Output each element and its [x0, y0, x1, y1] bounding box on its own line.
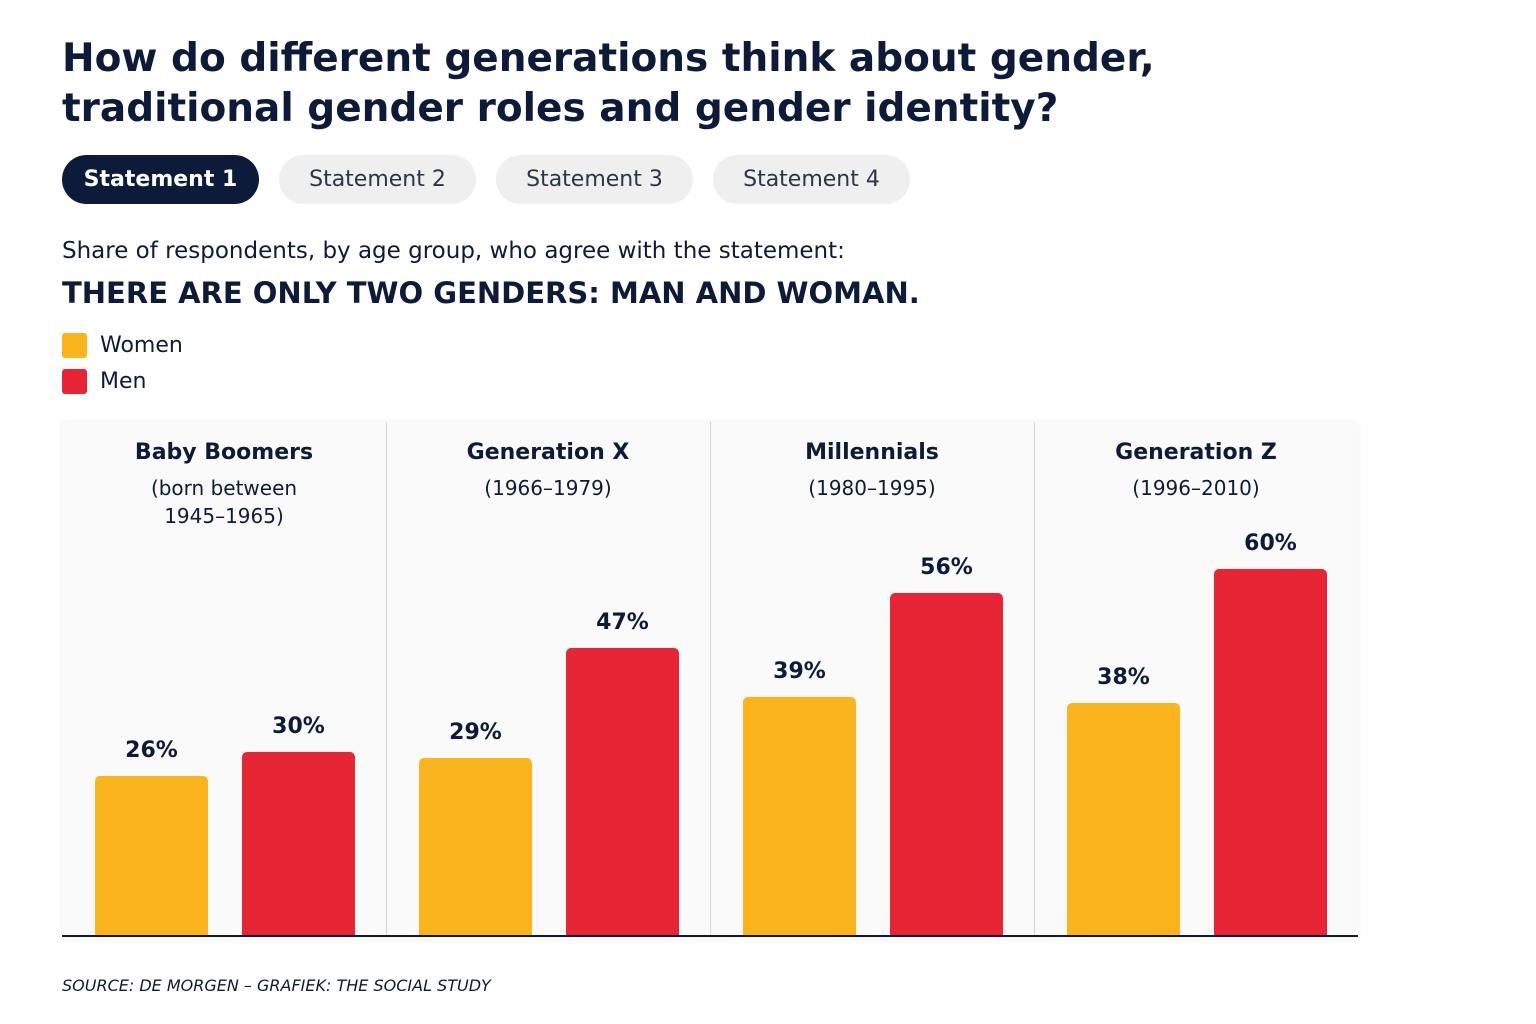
- divider: [386, 422, 387, 935]
- value-label: 29%: [449, 720, 502, 746]
- legend-label: Men: [100, 369, 147, 394]
- category-group: Generation X (1966–1979) 29% 47%: [386, 422, 710, 935]
- value-label: 47%: [596, 610, 649, 636]
- category-label: Generation Z: [1115, 440, 1277, 465]
- category-group: Generation Z (1996–2010) 38% 60%: [1034, 422, 1358, 935]
- category-label: Millennials: [805, 440, 939, 465]
- tab[interactable]: Statement 3: [496, 155, 693, 204]
- tab[interactable]: Statement 1: [62, 155, 259, 204]
- category-note: (born between 1945–1965): [150, 476, 298, 528]
- bar: [743, 697, 856, 935]
- legend-item: Women: [62, 333, 183, 358]
- category-note: (1966–1979): [484, 476, 612, 500]
- value-label: 56%: [920, 555, 973, 581]
- divider: [1034, 422, 1035, 935]
- bar: [419, 758, 532, 935]
- bar: [242, 752, 355, 935]
- legend-swatch: [62, 369, 87, 394]
- category-group: Baby Boomers (born between 1945–1965) 26% 3…: [62, 422, 386, 935]
- subtitle: Share of respondents, by age group, who …: [62, 238, 845, 264]
- chart-panel: Baby Boomers (born between 1945–1965) 26% 3…: [62, 422, 1358, 937]
- title: How do different generations think about…: [62, 36, 1155, 131]
- value-label: 60%: [1244, 531, 1297, 556]
- value-label: 39%: [773, 659, 826, 685]
- tab[interactable]: Statement 2: [279, 155, 476, 204]
- legend-label: Women: [100, 333, 183, 358]
- tab-bar: Statement 1 Statement 2 Statement 3 Stateme…: [62, 155, 910, 204]
- bar: [566, 648, 679, 935]
- source: SOURCE: DE MORGEN – GRAFIEK: THE SOCIAL …: [62, 976, 491, 995]
- bar: [1067, 703, 1180, 935]
- bar: [95, 776, 208, 935]
- legend-swatch: [62, 333, 87, 358]
- category-label: Generation X: [466, 440, 630, 465]
- value-label: 26%: [125, 738, 178, 764]
- category-note: (1980–1995): [808, 476, 936, 500]
- value-label: 30%: [272, 714, 325, 739]
- category-label: Baby Boomers: [134, 440, 314, 465]
- bar: [890, 593, 1003, 935]
- value-label: 38%: [1097, 665, 1150, 691]
- category-note: (1996–2010): [1132, 476, 1260, 500]
- legend-item: Men: [62, 369, 146, 394]
- statement: THERE ARE ONLY TWO GENDERS: MAN AND WOMA…: [62, 276, 920, 310]
- divider: [710, 422, 711, 935]
- bar: [1214, 569, 1327, 935]
- tab[interactable]: Statement 4: [713, 155, 910, 204]
- category-group: Millennials (1980–1995) 39% 56%: [710, 422, 1034, 935]
